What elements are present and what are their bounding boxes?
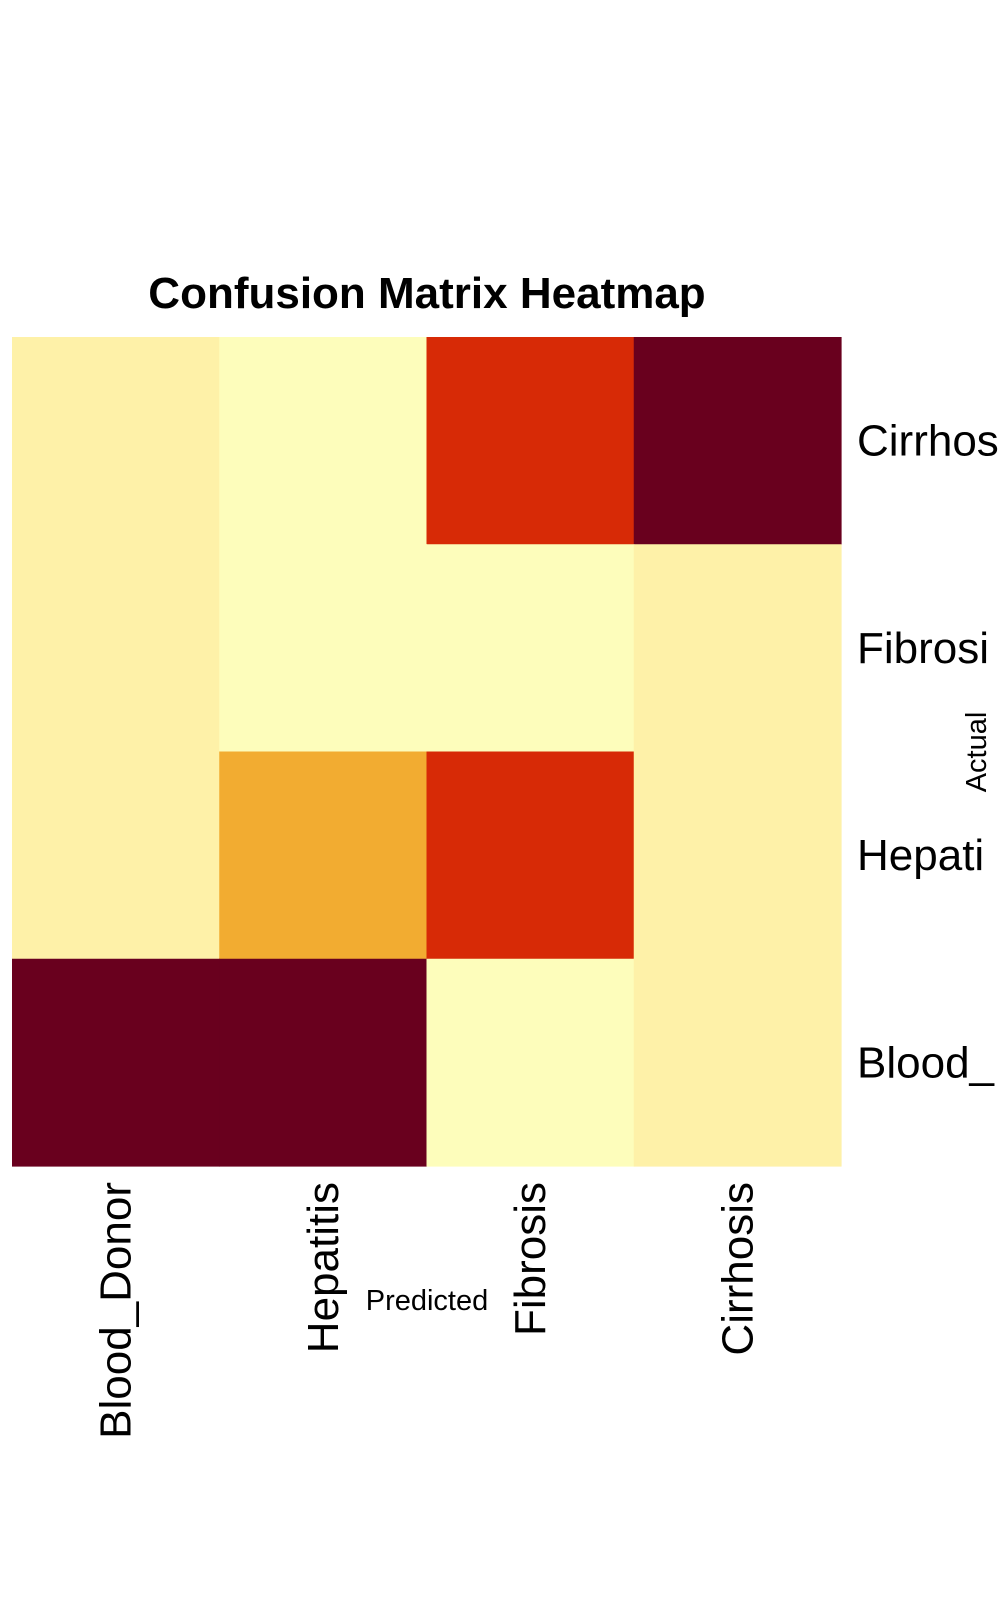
y-axis-label: Actual [961,712,993,793]
x-tick-label: Blood_Donor [92,1182,141,1439]
x-tick-label: Fibrosis [506,1182,555,1336]
heatmap-cell-blood-donor-fibrosis [426,958,635,1167]
chart-title: Confusion Matrix Heatmap [148,269,705,318]
heatmap-cells [12,337,842,1167]
x-tick-label: Cirrhosis [713,1182,762,1356]
heatmap-cell-hepatitis-hepatitis [219,751,428,960]
x-tick-label: Hepatitis [299,1182,348,1353]
heatmap-cell-blood-donor-hepatitis [219,958,428,1167]
heatmap-cell-hepatitis-cirrhosis [633,751,842,960]
x-axis-label: Predicted [366,1285,489,1317]
heatmap-cell-blood-donor-cirrhosis [633,958,842,1167]
heatmap-cell-cirrhosis-cirrhosis [633,337,842,545]
heatmap-cell-cirrhosis-hepatitis [219,337,428,545]
heatmap-cell-fibrosis-fibrosis [426,544,635,753]
heatmap-cell-cirrhosis-fibrosis [426,337,635,545]
y-tick-labels: Cirrhos Fibrosi Hepati Blood_ [857,417,999,1088]
y-tick-label: Blood_ [857,1038,995,1087]
heatmap-cell-hepatitis-blood-donor [12,751,220,960]
x-tick-labels: Blood_Donor Hepatitis Fibrosis Cirrhosis [92,1182,763,1439]
heatmap-cell-cirrhosis-blood-donor [12,337,220,545]
heatmap-cell-hepatitis-fibrosis [426,751,635,960]
heatmap-cell-fibrosis-blood-donor [12,544,220,753]
y-tick-label: Cirrhos [857,417,999,466]
y-tick-label: Fibrosi [857,624,989,673]
y-tick-label: Hepati [857,831,984,880]
heatmap-cell-blood-donor-blood-donor [12,958,220,1167]
heatmap-cell-fibrosis-cirrhosis [633,544,842,753]
heatmap-cell-fibrosis-hepatitis [219,544,428,753]
